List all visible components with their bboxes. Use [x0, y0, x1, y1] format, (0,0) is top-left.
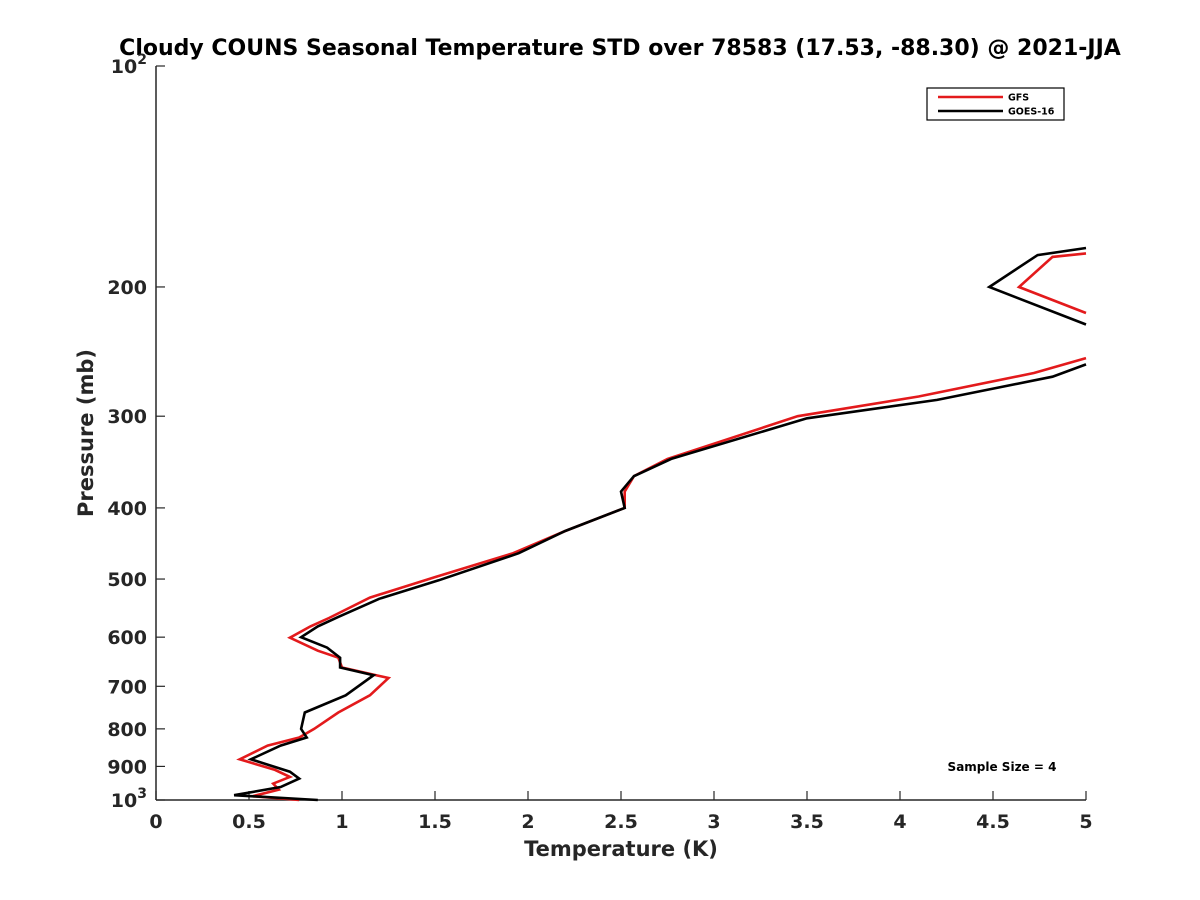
x-tick-label: 0 — [149, 811, 162, 833]
y-tick-base: 800 — [107, 719, 147, 741]
legend-box — [926, 87, 1065, 121]
y-tick-base: 500 — [107, 569, 147, 591]
series-layer — [233, 246, 1087, 802]
y-tick-label: 900 — [107, 756, 147, 778]
legend-label-goes16: GOES-16 — [1008, 107, 1055, 118]
y-tick-label: 600 — [107, 627, 147, 649]
legend: GFS GOES-16 — [926, 87, 1065, 121]
y-tick-label: 700 — [107, 676, 147, 698]
y-tick-label: 500 — [107, 569, 147, 591]
x-tick-label: 4.5 — [976, 811, 1010, 833]
x-ticks: 0 0.5 1 1.5 2 2.5 3 3.5 4 4.5 5 — [149, 791, 1093, 833]
y-tick-exponent: 3 — [137, 786, 147, 802]
y-tick-label: 200 — [107, 277, 147, 299]
x-tick-label: 0.5 — [232, 811, 266, 833]
y-tick-base: 600 — [107, 627, 147, 649]
x-tick-label: 4 — [893, 811, 906, 833]
y-tick-base: 700 — [107, 676, 147, 698]
series-gfs — [236, 252, 1087, 802]
y-tick-exponent: 2 — [137, 52, 147, 68]
plot-area — [155, 66, 1086, 801]
series-goes16 — [233, 246, 1087, 802]
y-axis-label: Pressure (mb) — [74, 349, 98, 517]
y-tick-base: 10 — [111, 56, 137, 78]
x-tick-label: 3 — [707, 811, 720, 833]
x-tick-label: 2.5 — [604, 811, 638, 833]
x-axis-label: Temperature (K) — [524, 837, 718, 861]
y-tick-label: 800 — [107, 719, 147, 741]
x-tick-label: 5 — [1079, 811, 1092, 833]
series-line — [233, 363, 1087, 802]
y-tick-base: 900 — [107, 756, 147, 778]
y-tick-base: 200 — [107, 277, 147, 299]
series-line — [1016, 252, 1087, 315]
legend-label-gfs: GFS — [1008, 93, 1029, 104]
chart-title: Cloudy COUNS Seasonal Temperature STD ov… — [119, 36, 1121, 61]
y-tick-label: 102 — [111, 52, 147, 78]
y-tick-base: 400 — [107, 498, 147, 520]
series-line — [236, 356, 1087, 802]
y-tick-label: 103 — [111, 786, 147, 812]
sample-size-annotation: Sample Size = 4 — [948, 760, 1057, 774]
y-tick-base: 10 — [111, 790, 137, 812]
x-tick-label: 2 — [521, 811, 534, 833]
y-tick-label: 400 — [107, 498, 147, 520]
x-tick-label: 3.5 — [790, 811, 824, 833]
x-tick-label: 1 — [335, 811, 348, 833]
y-tick-label: 300 — [107, 406, 147, 428]
series-line — [986, 246, 1087, 326]
x-tick-label: 1.5 — [418, 811, 452, 833]
y-tick-base: 300 — [107, 406, 147, 428]
